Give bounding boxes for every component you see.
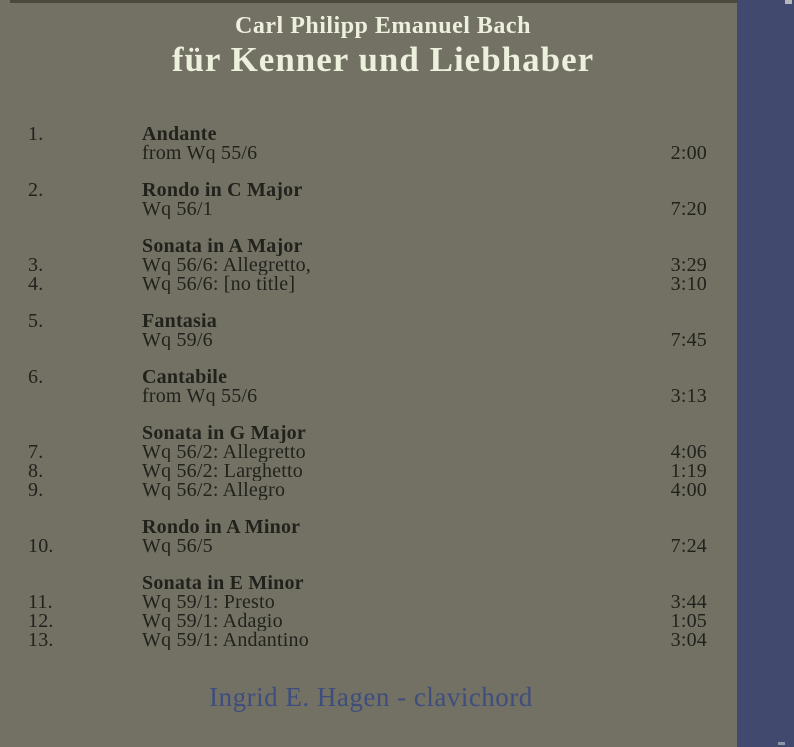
track-duration: 2:00 xyxy=(670,142,707,164)
album-title: für Kenner und Liebhaber xyxy=(171,40,595,79)
track-line: from Wq 55/6 2:00 xyxy=(28,142,707,164)
track-duration: 3:44 xyxy=(670,591,707,613)
track-title: Cantabile xyxy=(142,368,228,387)
track-line: 7. Wq 56/2: Allegretto 4:06 xyxy=(28,441,707,463)
track-group: Sonata in G Major 7. Wq 56/2: Allegretto 4:… xyxy=(28,424,707,500)
track-detail: Wq 59/1: Presto xyxy=(142,593,275,612)
track-number: 13. xyxy=(28,629,54,651)
track-detail: Wq 56/6: [no title] xyxy=(142,275,296,294)
track-line: 2. Rondo in C Major xyxy=(28,179,707,201)
track-number: 4. xyxy=(28,273,44,295)
track-detail: Wq 56/2: Larghetto xyxy=(142,462,303,481)
top-edge-scan-line xyxy=(10,0,737,3)
track-detail: Wq 59/1: Adagio xyxy=(142,612,283,631)
track-line: 5. Fantasia xyxy=(28,310,707,332)
track-duration: 3:04 xyxy=(670,629,707,651)
track-number xyxy=(28,331,142,350)
track-duration: 7:45 xyxy=(670,329,707,351)
track-line: Wq 59/6 7:45 xyxy=(28,329,707,351)
track-number xyxy=(28,424,142,443)
track-line: Wq 56/1 7:20 xyxy=(28,198,707,220)
track-line: 6. Cantabile xyxy=(28,366,707,388)
track-duration: 7:24 xyxy=(670,535,707,557)
track-detail: Wq 59/1: Andantino xyxy=(142,631,309,650)
track-duration: 3:29 xyxy=(670,254,707,276)
track-line: 1. Andante xyxy=(28,123,707,145)
track-detail: from Wq 55/6 xyxy=(142,144,258,163)
track-number: 10. xyxy=(28,535,54,557)
track-number: 7. xyxy=(28,441,44,463)
track-group: 5. Fantasia Wq 59/6 7:45 xyxy=(28,310,707,351)
track-title: Sonata in A Major xyxy=(142,237,303,256)
track-line: 8. Wq 56/2: Larghetto 1:19 xyxy=(28,460,707,482)
track-duration: 1:19 xyxy=(670,460,707,482)
track-title: Sonata in G Major xyxy=(142,424,306,443)
track-line: 13. Wq 59/1: Andantino 3:04 xyxy=(28,629,707,651)
track-duration: 4:06 xyxy=(670,441,707,463)
scan-speck-bottom-right xyxy=(778,742,785,745)
track-group: 1. Andante from Wq 55/6 2:00 xyxy=(28,123,707,164)
track-line: 9. Wq 56/2: Allegro 4:00 xyxy=(28,479,707,501)
track-group: Rondo in A Minor 10. Wq 56/5 7:24 xyxy=(28,518,707,556)
track-line: 11. Wq 59/1: Presto 3:44 xyxy=(28,591,707,613)
spine-stripe xyxy=(737,0,794,747)
track-list: 1. Andante from Wq 55/6 2:00 2. Rondo in C Ma… xyxy=(28,123,707,668)
track-group: 2. Rondo in C Major Wq 56/1 7:20 xyxy=(28,179,707,220)
track-number xyxy=(28,144,142,163)
track-line: Sonata in A Major xyxy=(28,237,707,256)
track-number: 8. xyxy=(28,460,44,482)
track-title: Andante xyxy=(142,125,217,144)
track-number: 12. xyxy=(28,610,54,632)
track-group: Sonata in E Minor 11. Wq 59/1: Presto 3:44 1… xyxy=(28,574,707,650)
track-title: Rondo in C Major xyxy=(142,181,303,200)
track-duration: 1:05 xyxy=(670,610,707,632)
track-number: 9. xyxy=(28,479,44,501)
album-header: Carl Philipp Emanuel Bach für Kenner und… xyxy=(0,13,766,80)
track-line: 10. Wq 56/5 7:24 xyxy=(28,535,707,557)
track-detail: Wq 56/6: Allegretto, xyxy=(142,256,311,275)
track-detail: Wq 56/2: Allegretto xyxy=(142,443,306,462)
track-line: Rondo in A Minor xyxy=(28,518,707,537)
track-number: 6. xyxy=(28,366,44,388)
track-number: 1. xyxy=(28,123,44,145)
track-line: Sonata in G Major xyxy=(28,424,707,443)
track-line: 4. Wq 56/6: [no title] 3:10 xyxy=(28,273,707,295)
track-detail: Wq 56/2: Allegro xyxy=(142,481,286,500)
scan-speck-top-right xyxy=(785,0,792,4)
track-duration: 3:10 xyxy=(670,273,707,295)
track-title: Sonata in E Minor xyxy=(142,574,304,593)
track-group: 6. Cantabile from Wq 55/6 3:13 xyxy=(28,366,707,407)
artist-name: Carl Philipp Emanuel Bach xyxy=(235,13,531,39)
track-detail: from Wq 55/6 xyxy=(142,387,258,406)
track-duration: 4:00 xyxy=(670,479,707,501)
track-number xyxy=(28,200,142,219)
track-line: 12. Wq 59/1: Adagio 1:05 xyxy=(28,610,707,632)
track-number: 2. xyxy=(28,179,44,201)
performer-credit: Ingrid E. Hagen - clavichord xyxy=(209,682,533,712)
track-detail: Wq 56/5 xyxy=(142,537,213,556)
track-line: from Wq 55/6 3:13 xyxy=(28,385,707,407)
track-number xyxy=(28,237,142,256)
track-duration: 7:20 xyxy=(670,198,707,220)
track-line: Sonata in E Minor xyxy=(28,574,707,593)
track-detail: Wq 56/1 xyxy=(142,200,213,219)
track-title: Rondo in A Minor xyxy=(142,518,301,537)
track-duration: 3:13 xyxy=(670,385,707,407)
track-number xyxy=(28,387,142,406)
track-number: 11. xyxy=(28,591,53,613)
track-detail: Wq 59/6 xyxy=(142,331,213,350)
track-number: 3. xyxy=(28,254,44,276)
track-group: Sonata in A Major 3. Wq 56/6: Allegretto, 3… xyxy=(28,237,707,294)
track-line: 3. Wq 56/6: Allegretto, 3:29 xyxy=(28,254,707,276)
track-number: 5. xyxy=(28,310,44,332)
track-title: Fantasia xyxy=(142,312,217,331)
